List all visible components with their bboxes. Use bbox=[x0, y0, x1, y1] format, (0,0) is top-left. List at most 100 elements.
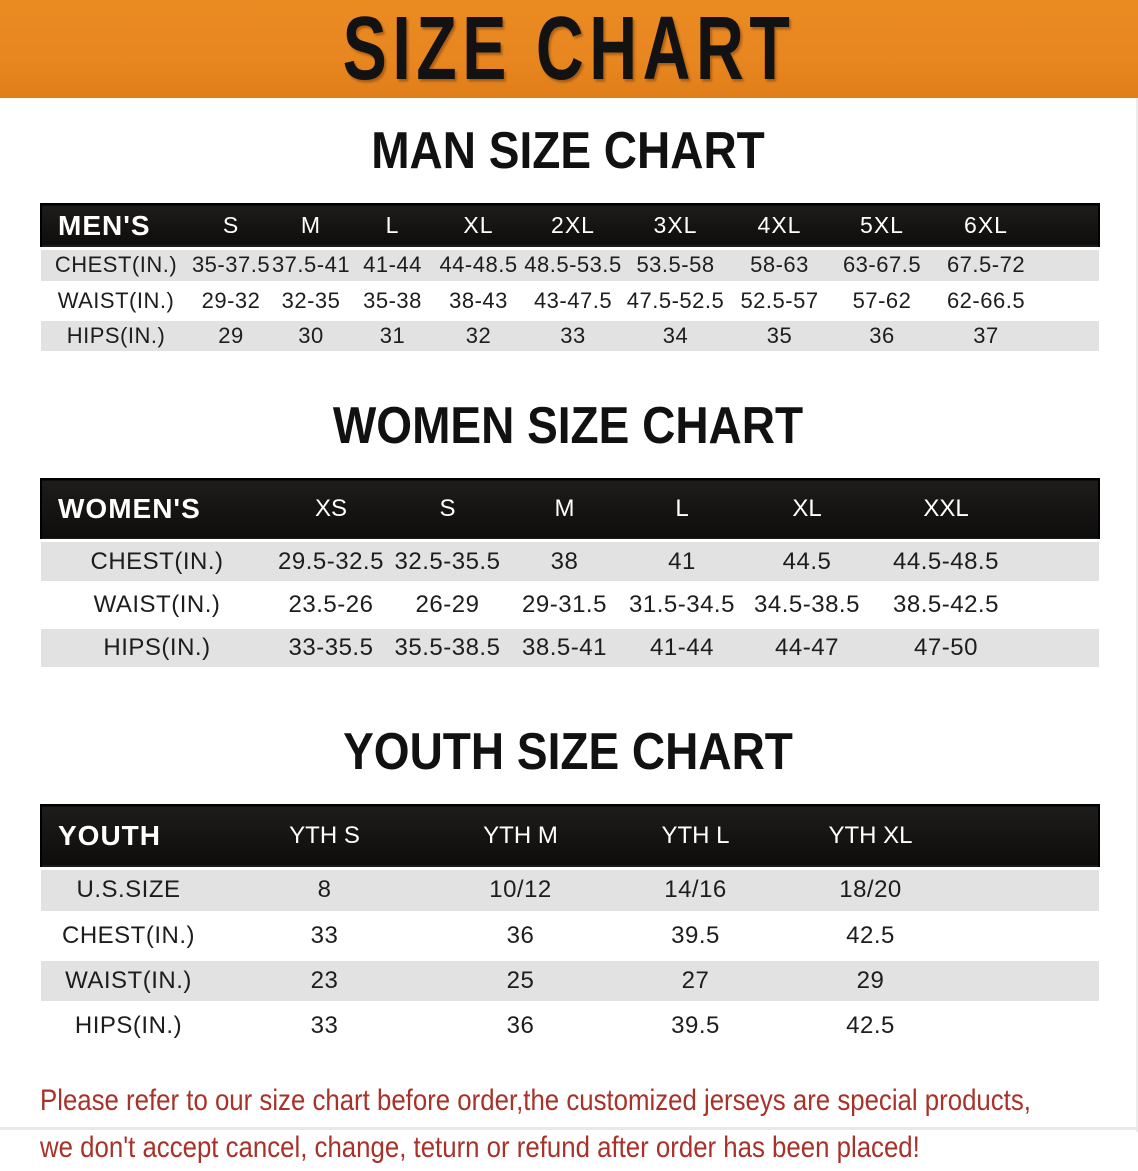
row-label: CHEST(IN.) bbox=[54, 252, 178, 277]
size-column-header: 4XL bbox=[757, 212, 802, 239]
size-column-header: YTH M bbox=[483, 822, 558, 850]
size-value-cell: 38.5-42.5 bbox=[893, 591, 999, 618]
size-value-cell: 38 bbox=[550, 547, 579, 575]
row-label: HIPS(IN.) bbox=[103, 634, 211, 661]
size-value-cell: 29 bbox=[218, 322, 244, 348]
measurement-row: U.S.SIZE 8 10/12 14/16 18/20 bbox=[41, 868, 1099, 913]
disclaimer-line-1: Please refer to our size chart before or… bbox=[40, 1083, 1031, 1117]
women-section-title-text: WOMEN SIZE CHART bbox=[332, 395, 804, 454]
size-column-header: YTH S bbox=[289, 822, 360, 850]
size-value-cell: 29-31.5 bbox=[522, 591, 607, 618]
disclaimer-line-2: we don't accept cancel, change, teturn o… bbox=[40, 1130, 920, 1164]
size-value-cell: 44-47 bbox=[775, 634, 839, 661]
row-filler bbox=[1019, 584, 1099, 627]
size-value-cell: 57-62 bbox=[852, 287, 912, 313]
youth-section-title-text: YOUTH SIZE CHART bbox=[343, 721, 793, 781]
size-column-header: S bbox=[222, 212, 240, 239]
size-value-cell: 42.5 bbox=[846, 1011, 895, 1039]
size-value-cell: 39.5 bbox=[671, 1011, 720, 1039]
size-value-cell: 23.5-26 bbox=[288, 591, 374, 618]
size-value-cell: 33 bbox=[310, 1011, 339, 1039]
size-value-cell: 53.5-58 bbox=[636, 252, 715, 277]
size-value-cell: 58-63 bbox=[750, 252, 809, 277]
size-value-cell: 10/12 bbox=[489, 876, 552, 903]
size-value-cell: 41-44 bbox=[363, 252, 422, 277]
row-label: HIPS(IN.) bbox=[74, 1011, 183, 1039]
size-value-cell: 36 bbox=[506, 1011, 535, 1039]
size-value-cell: 35 bbox=[766, 322, 793, 348]
men-size-table: MEN'S S M L XL 2XL 3XL 4XL 5XL 6XL CHEST(IN.) 35-37… bbox=[40, 203, 1100, 356]
size-column-header: 2XL bbox=[551, 212, 595, 239]
size-value-cell: 52.5-57 bbox=[740, 287, 819, 313]
measurement-row: HIPS(IN.) 29 30 31 32 33 34 35 36 37 bbox=[41, 318, 1099, 353]
size-column-header: L bbox=[385, 212, 400, 239]
table-group-label: MEN'S bbox=[58, 209, 151, 241]
size-value-cell: 37.5-41 bbox=[271, 252, 351, 277]
row-label: U.S.SIZE bbox=[76, 876, 181, 903]
size-value-cell: 26-29 bbox=[415, 591, 480, 618]
size-value-cell: 44-48.5 bbox=[439, 252, 518, 277]
size-column-header: YTH L bbox=[661, 822, 730, 850]
size-column-header: S bbox=[439, 495, 456, 523]
size-value-cell: 8 bbox=[317, 876, 332, 903]
size-value-cell: 31.5-34.5 bbox=[629, 591, 735, 618]
row-filler bbox=[1039, 283, 1099, 318]
size-value-cell: 33 bbox=[310, 921, 339, 949]
size-column-header: 5XL bbox=[860, 212, 904, 239]
size-value-cell: 36 bbox=[869, 322, 895, 348]
size-value-cell: 47-50 bbox=[914, 634, 978, 661]
size-column-header: M bbox=[300, 212, 322, 239]
size-column-header: 6XL bbox=[964, 212, 1008, 239]
size-value-cell: 35-38 bbox=[363, 287, 422, 313]
row-filler bbox=[958, 868, 1099, 913]
row-filler bbox=[1039, 318, 1099, 353]
size-value-cell: 31 bbox=[379, 322, 406, 348]
bottom-edge-strip bbox=[0, 1127, 1138, 1130]
size-value-cell: 34 bbox=[662, 322, 689, 348]
measurement-row: WAIST(IN.) 23.5-26 26-29 29-31.5 31.5-34.5 34… bbox=[41, 584, 1099, 627]
order-disclaimer: Please refer to our size chart before or… bbox=[40, 1077, 1136, 1171]
size-value-cell: 42.5 bbox=[846, 921, 895, 949]
size-column-header: 3XL bbox=[653, 212, 698, 239]
size-value-cell: 38-43 bbox=[449, 287, 508, 313]
men-section-title: MAN SIZE CHART bbox=[0, 120, 1136, 180]
size-value-cell: 67.5-72 bbox=[946, 252, 1026, 277]
row-filler bbox=[958, 1003, 1099, 1048]
size-value-cell: 39.5 bbox=[671, 921, 720, 949]
row-label: CHEST(IN.) bbox=[90, 547, 224, 575]
row-label: WAIST(IN.) bbox=[93, 591, 221, 618]
size-column-header: XS bbox=[314, 495, 347, 523]
table-group-label: WOMEN'S bbox=[58, 493, 201, 525]
size-value-cell: 29.5-32.5 bbox=[278, 547, 384, 575]
size-value-cell: 18/20 bbox=[839, 876, 902, 903]
size-value-cell: 32-35 bbox=[281, 287, 341, 313]
size-value-cell: 32 bbox=[465, 322, 492, 348]
size-value-cell: 30 bbox=[298, 322, 324, 348]
size-value-cell: 44.5-48.5 bbox=[893, 547, 999, 575]
size-value-cell: 62-66.5 bbox=[946, 287, 1026, 313]
size-value-cell: 33 bbox=[560, 322, 586, 348]
header-filler bbox=[958, 805, 1099, 868]
row-filler bbox=[1019, 541, 1099, 584]
men-section-title-text: MAN SIZE CHART bbox=[371, 120, 765, 180]
size-value-cell: 44.5 bbox=[782, 547, 832, 575]
header-filler bbox=[1019, 479, 1099, 541]
youth-size-table: YOUTH YTH S YTH M YTH L YTH XL U.S.SIZE 8 10/12… bbox=[40, 804, 1100, 1051]
size-value-cell: 37 bbox=[973, 322, 999, 348]
size-value-cell: 29 bbox=[856, 966, 885, 994]
size-value-cell: 27 bbox=[681, 966, 710, 994]
size-value-cell: 32.5-35.5 bbox=[394, 547, 501, 575]
row-filler bbox=[1039, 248, 1099, 283]
size-value-cell: 14/16 bbox=[664, 876, 727, 903]
header-filler bbox=[1039, 204, 1099, 248]
row-label: WAIST(IN.) bbox=[57, 287, 175, 313]
size-column-header: L bbox=[675, 495, 689, 523]
women-section-title: WOMEN SIZE CHART bbox=[0, 395, 1136, 453]
women-size-table: WOMEN'S XS S M L XL XXL CHEST(IN.) 29.5-32.5 32.5… bbox=[40, 478, 1100, 673]
measurement-row: CHEST(IN.) 33 36 39.5 42.5 bbox=[41, 913, 1099, 958]
measurement-row: CHEST(IN.) 35-37.5 37.5-41 41-44 44-48.5 48.5… bbox=[41, 248, 1099, 283]
row-label: WAIST(IN.) bbox=[65, 966, 192, 994]
size-value-cell: 35.5-38.5 bbox=[394, 634, 501, 661]
size-column-header: YTH XL bbox=[828, 822, 913, 850]
size-value-cell: 36 bbox=[506, 921, 535, 949]
